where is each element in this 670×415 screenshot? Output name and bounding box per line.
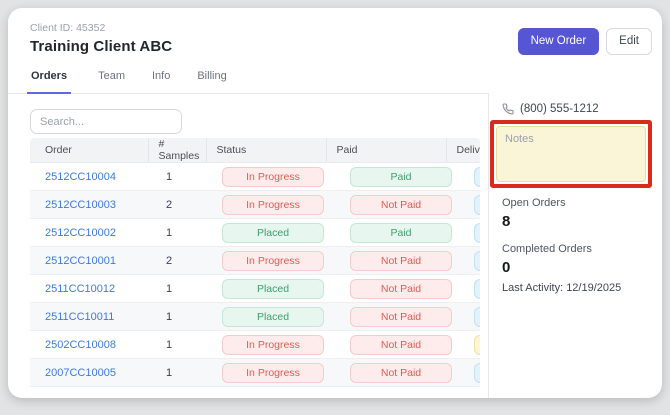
delivery-badge: Dropoff	[474, 362, 480, 383]
order-number-link[interactable]: 2502CC10008	[45, 338, 116, 351]
samples-count: 1	[166, 170, 173, 183]
completed-orders-value: 0	[502, 259, 511, 276]
tab-team[interactable]: Team	[98, 70, 125, 82]
tab-orders[interactable]: Orders	[27, 70, 72, 94]
column-header-order: Order	[30, 138, 149, 163]
card-header: Client ID: 45352 Training Client ABC	[8, 8, 662, 55]
samples-count: 1	[166, 226, 173, 239]
header-actions: New Order Edit	[517, 28, 652, 55]
order-number-link[interactable]: 2512CC10003	[45, 198, 116, 211]
status-badge: Placed	[222, 278, 324, 299]
delivery-badge: Dropoff	[474, 222, 480, 243]
client-stats: Open Orders 8 Completed Orders 0 Last Ac…	[502, 197, 621, 294]
status-badge: Placed	[222, 222, 324, 243]
column-header-delivery: Delivery	[446, 138, 480, 163]
status-badge: In Progress	[222, 194, 324, 215]
delivery-badge: Dropoff	[474, 306, 480, 327]
notes-textarea[interactable]	[496, 126, 646, 182]
delivery-badge: Dropoff	[474, 250, 480, 271]
table-row: 2512CC10003 2 In Progress Not Paid Dropo…	[30, 190, 480, 219]
order-number-link[interactable]: 2511CC10012	[45, 282, 116, 295]
column-header-paid: Paid	[326, 138, 447, 163]
tab-info[interactable]: Info	[151, 70, 171, 82]
table-row: 2512CC10001 2 In Progress Not Paid Dropo…	[30, 246, 480, 275]
notes-highlight-annotation	[490, 120, 652, 188]
order-number-link[interactable]: 2512CC10002	[45, 226, 116, 239]
table-row: 2511CC10012 1 Placed Not Paid Dropoff	[30, 274, 480, 303]
client-id-label: Client ID: 45352	[30, 22, 106, 34]
samples-count: 1	[166, 282, 173, 295]
paid-badge: Not Paid	[350, 306, 452, 327]
open-orders-label: Open Orders	[502, 197, 566, 209]
open-orders-value: 8	[502, 213, 511, 230]
order-number-link[interactable]: 2511CC10011	[45, 310, 115, 323]
paid-badge: Paid	[350, 222, 452, 243]
paid-badge: Not Paid	[350, 250, 452, 271]
status-badge: In Progress	[222, 334, 324, 355]
delivery-badge: Pickup	[474, 334, 480, 355]
status-badge: Placed	[222, 306, 324, 327]
paid-badge: Not Paid	[350, 194, 452, 215]
paid-badge: Not Paid	[350, 278, 452, 299]
samples-count: 2	[166, 254, 173, 267]
edit-button[interactable]: Edit	[606, 28, 652, 55]
order-number-link[interactable]: 2007CC10005	[45, 366, 116, 379]
table-row: 2511CC10011 1 Placed Not Paid Dropoff	[30, 302, 480, 331]
table-row: 2512CC10004 1 In Progress Paid Dropoff	[30, 162, 480, 191]
completed-orders-label: Completed Orders	[502, 243, 592, 255]
last-activity: Last Activity: 12/19/2025	[502, 282, 622, 294]
status-badge: In Progress	[222, 166, 324, 187]
samples-count: 1	[166, 338, 173, 351]
table-row: 2007CC10005 1 In Progress Not Paid Dropo…	[30, 358, 480, 387]
samples-count: 2	[166, 198, 173, 211]
client-detail-card: Client ID: 45352 Training Client ABC New…	[8, 8, 662, 398]
column-header-samples: # Samples	[148, 138, 207, 163]
new-order-button[interactable]: New Order	[517, 28, 600, 55]
tab-bar: Orders Team Info Billing	[8, 70, 488, 94]
search-input[interactable]	[30, 109, 182, 134]
delivery-badge: Dropoff	[474, 194, 480, 215]
paid-badge: Not Paid	[350, 362, 452, 383]
table-row: 2502CC10008 1 In Progress Not Paid Picku…	[30, 330, 480, 359]
phone-icon	[502, 103, 514, 115]
samples-count: 1	[166, 366, 173, 379]
column-header-status: Status	[206, 138, 327, 163]
paid-badge: Not Paid	[350, 334, 452, 355]
paid-badge: Paid	[350, 166, 452, 187]
tab-billing[interactable]: Billing	[197, 70, 227, 82]
orders-table: Order # Samples Status Paid Delivery 251…	[30, 138, 480, 392]
client-summary-sidebar: (800) 555-1212 Open Orders 8 Completed O…	[488, 93, 662, 398]
phone-number: (800) 555-1212	[520, 103, 599, 115]
page-title: Training Client ABC	[30, 38, 173, 55]
order-number-link[interactable]: 2512CC10001	[45, 254, 116, 267]
status-badge: In Progress	[222, 362, 324, 383]
order-number-link[interactable]: 2512CC10004	[45, 170, 116, 183]
table-header-row: Order # Samples Status Paid Delivery	[30, 138, 480, 163]
phone-row: (800) 555-1212	[502, 103, 662, 115]
samples-count: 1	[166, 310, 173, 323]
table-row: 2512CC10002 1 Placed Paid Dropoff	[30, 218, 480, 247]
status-badge: In Progress	[222, 250, 324, 271]
delivery-badge: Dropoff	[474, 278, 480, 299]
delivery-badge: Dropoff	[474, 166, 480, 187]
